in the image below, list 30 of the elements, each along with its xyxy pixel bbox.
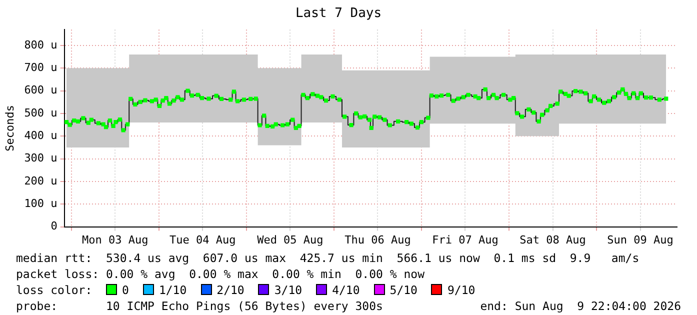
x-tick-label: Sun 09 Aug — [607, 233, 674, 246]
y-axis-title: Seconds — [3, 105, 16, 152]
y-tick-label: 700 u — [24, 60, 58, 74]
legend-label: 5/10 — [388, 282, 418, 298]
x-tick-label: Wed 05 Aug — [257, 233, 324, 246]
y-tick-label: 600 u — [24, 84, 58, 97]
y-tick-label: 100 u — [24, 196, 58, 210]
text: end: Sun Aug 9 22:04:00 2026 — [480, 298, 681, 314]
legend-label: 9/10 — [446, 282, 476, 298]
x-tick-label: Sat 08 Aug — [520, 233, 586, 246]
legend-label: 1/10 — [158, 282, 187, 298]
legend-label: 4/10 — [331, 282, 360, 298]
y-tick-label: 300 u — [24, 152, 58, 165]
y-tick-label: 800 u — [24, 38, 58, 52]
legend-label: 2/10 — [216, 282, 244, 298]
x-tick-label: Tue 04 Aug — [170, 233, 236, 246]
y-tick-label: 200 u — [24, 174, 58, 188]
x-tick-label: Fri 07 Aug — [432, 233, 498, 246]
text: median rtt: 530.4 us avg 607.0 us max 425.7 us min 566.1 us now 0.1 ms sd 9.9 am/s — [16, 250, 640, 266]
chart-title: Last 7 Days — [295, 6, 382, 22]
y-tick-label: 0 — [50, 220, 58, 233]
legend-label: 0 — [121, 282, 129, 298]
text: probe: 10 ICMP Echo Pings (56 Bytes) every 300s — [16, 299, 383, 313]
x-tick-label: Thu 06 Aug — [344, 233, 411, 246]
legend-label: 3/10 — [273, 282, 302, 298]
text: packet loss: 0.00 % avg 0.00 % max 0.00 % min 0.00 % now — [16, 266, 426, 282]
legend-title: loss color: — [16, 283, 92, 297]
y-tick-label: 500 u — [24, 106, 58, 120]
x-tick-label: Mon 03 Aug — [82, 233, 148, 246]
y-tick-label: 400 u — [24, 128, 58, 142]
